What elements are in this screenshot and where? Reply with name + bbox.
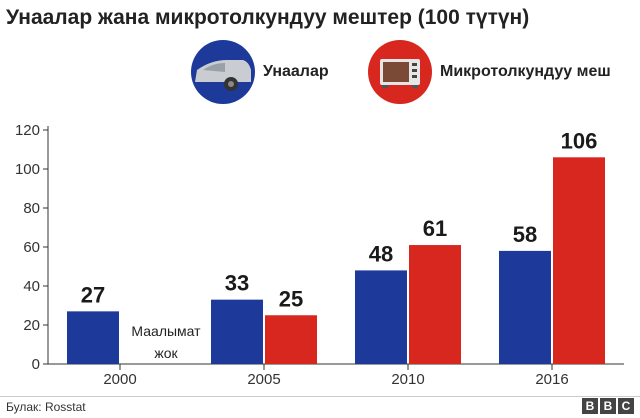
bar-microwaves [409,245,461,364]
source-note: Булак: Rosstat [6,400,86,414]
legend-label-cars: Унаалар [263,63,329,80]
legend-cars: Унаалар [191,40,329,104]
bar-value-label: 106 [561,128,598,153]
x-category-label: 2016 [535,371,568,388]
bar-value-label: 33 [225,271,249,296]
bbc-logo-letter: C [618,398,634,414]
bbc-logo-letter: B [600,398,616,414]
car-icon [191,40,255,104]
bar-value-label: 58 [513,222,537,247]
bar-value-label: 48 [369,241,393,266]
no-data-line-1: Маалымат [131,323,201,339]
bar-value-label: 27 [81,282,105,307]
bar-cars [67,311,119,364]
no-data-line-2: жок [154,345,178,361]
y-tick-label: 80 [23,200,40,217]
y-tick-label: 40 [23,278,40,295]
chart-title: Унаалар жана микротолкундуу мештер (100 … [6,6,530,29]
y-tick-label: 120 [15,122,40,139]
y-tick-label: 0 [32,356,40,373]
no-data-annotation: Маалымат жок [118,320,214,364]
x-category-label: 2010 [391,371,424,388]
x-category-label: 2000 [103,371,136,388]
bbc-logo: B B C [582,398,634,414]
y-tick-label: 100 [15,161,40,178]
bar-cars [499,250,551,364]
bar-value-label: 25 [279,286,303,311]
y-tick-label: 60 [23,239,40,256]
bar-microwaves [265,315,317,364]
bbc-logo-letter: B [582,398,598,414]
legend-microwaves: Микротолкундуу меш [368,40,611,104]
microwave-icon [368,40,432,104]
footer-divider [0,396,640,397]
y-tick-label: 20 [23,317,40,334]
legend-label-microwaves: Микротолкундуу меш [440,63,611,80]
bar-cars [211,299,263,364]
bar-cars [355,270,407,364]
x-category-label: 2005 [247,371,280,388]
bar-microwaves [553,157,605,364]
bar-value-label: 61 [423,216,447,241]
